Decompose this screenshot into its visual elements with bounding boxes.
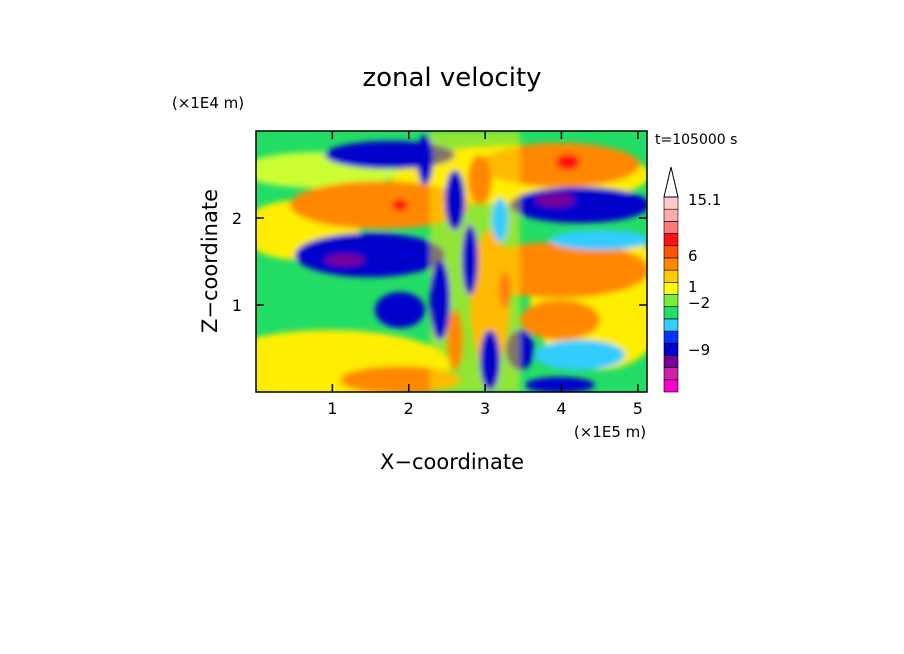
colorbar-label: 1 <box>688 278 698 296</box>
x-tick-label: 2 <box>404 399 414 418</box>
colorbar-swatch <box>663 379 679 393</box>
colorbar-swatch <box>663 208 679 222</box>
colorbar-swatch <box>663 269 679 283</box>
axes: 1 2 3 4 5 1 2 <box>232 131 647 418</box>
plot-frame <box>255 130 648 393</box>
x-tick-label: 5 <box>633 399 643 418</box>
x-tick-label: 3 <box>480 399 490 418</box>
colorbar-label: −2 <box>688 294 710 312</box>
colorbar-swatch <box>663 306 679 320</box>
colorbar-label: 6 <box>688 247 698 265</box>
x-axis-label: X−coordinate <box>380 450 524 474</box>
x-tick-label: 4 <box>556 399 566 418</box>
y-tick-label: 2 <box>232 209 242 228</box>
colorbar-swatch <box>663 245 679 259</box>
colorbar-label: 15.1 <box>688 191 721 209</box>
colorbar-extend-arrow <box>663 166 679 198</box>
colorbar-swatch <box>663 367 679 381</box>
x-scale-label: (×1E5 m) <box>574 423 646 441</box>
colorbar-swatch <box>663 330 679 344</box>
chart-title: zonal velocity <box>362 63 541 93</box>
colorbar: 15.1 6 1−2 −9 <box>663 166 721 393</box>
colorbar-label: −9 <box>688 341 710 359</box>
time-label: t=105000 s <box>655 132 737 148</box>
colorbar-swatch <box>663 355 679 368</box>
x-tick-label: 1 <box>327 399 337 418</box>
colorbar-swatch <box>663 196 679 210</box>
colorbar-swatch <box>663 282 679 295</box>
colorbar-swatch <box>663 294 679 307</box>
y-axis-label: Z−coordinate <box>198 189 222 333</box>
y-tick-label: 1 <box>232 296 242 315</box>
colorbar-swatch <box>663 221 679 234</box>
colorbar-swatch <box>663 342 679 356</box>
colorbar-swatch <box>663 233 679 247</box>
y-scale-label: (×1E4 m) <box>172 94 244 112</box>
colorbar-swatch <box>663 257 679 271</box>
heatmap-field <box>256 131 647 392</box>
colorbar-swatch <box>663 318 679 332</box>
